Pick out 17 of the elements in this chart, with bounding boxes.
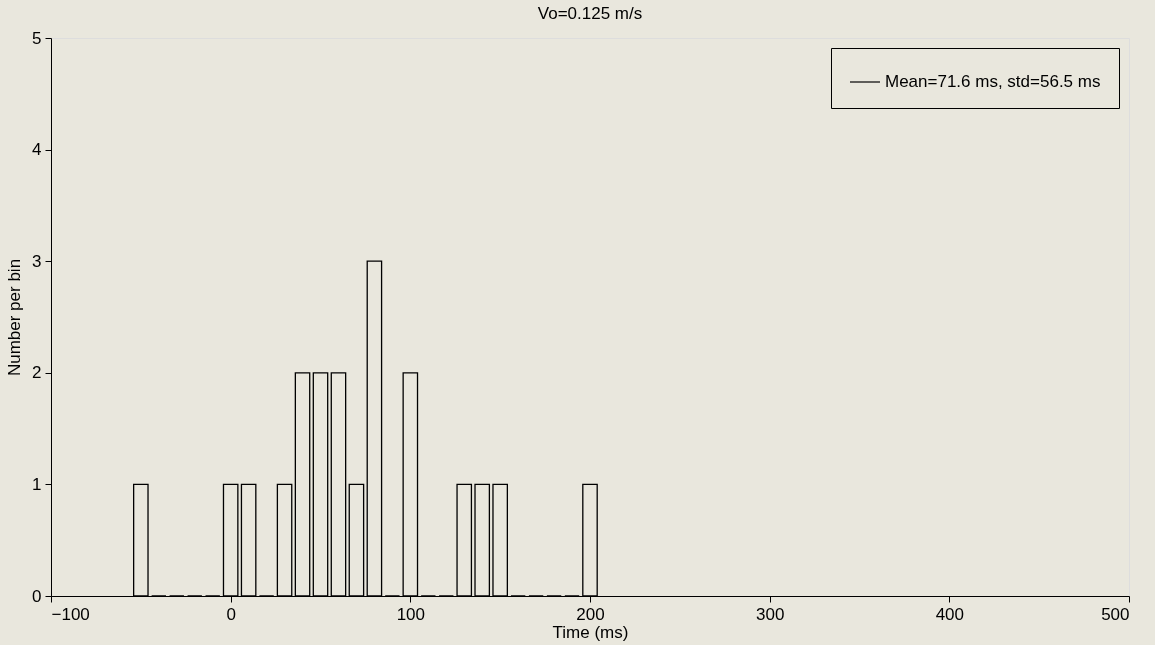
x-axis-title: Time (ms)	[552, 622, 629, 642]
x-tick-label: 200	[576, 604, 605, 624]
x-tick-label: 0	[226, 604, 236, 624]
legend-label: Mean=71.6 ms, std=56.5 ms	[885, 72, 1101, 91]
chart-title: Vo=0.125 m/s	[537, 4, 643, 23]
x-tick-label: −100	[51, 604, 90, 624]
y-tick-label: 3	[32, 251, 42, 271]
y-tick-label: 1	[32, 474, 42, 494]
x-tick-label: 400	[935, 604, 965, 624]
y-tick-label: 2	[32, 363, 42, 383]
y-tick-label: 0	[32, 586, 42, 606]
x-tick-label: 300	[755, 604, 785, 624]
x-tick-label: 100	[396, 604, 426, 624]
x-tick-label: 500	[1101, 604, 1130, 624]
y-axis-title: Number per bin	[5, 258, 25, 377]
y-tick-label: 5	[32, 28, 42, 48]
y-tick-label: 4	[32, 140, 42, 160]
